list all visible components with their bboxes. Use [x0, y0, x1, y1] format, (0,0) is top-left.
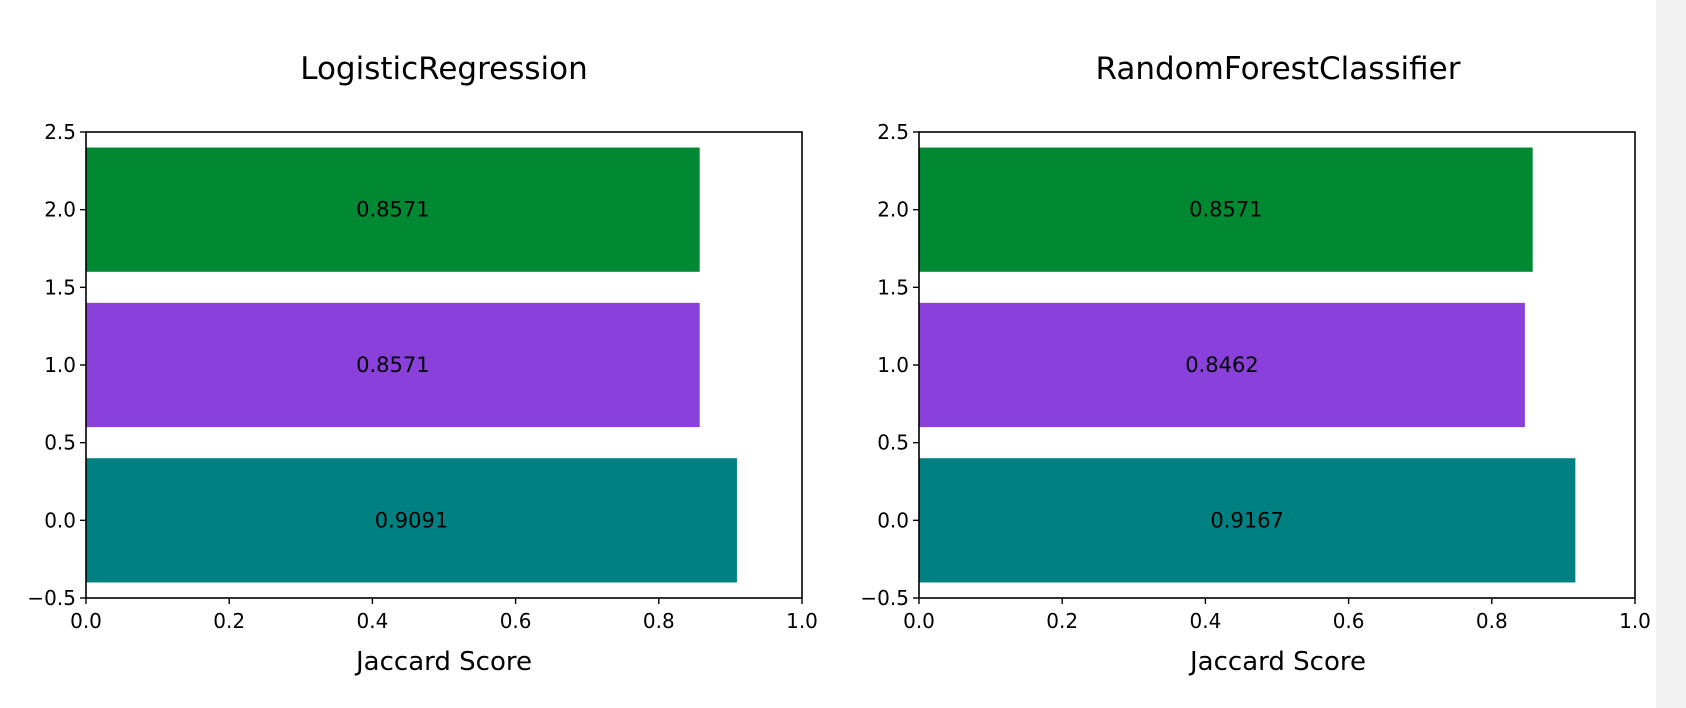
x-tick-label: 0.4: [356, 609, 388, 633]
y-tick-label: 1.0: [877, 353, 909, 377]
bar-value-label: 0.8571: [1189, 198, 1262, 222]
y-tick-label: 0.0: [877, 508, 909, 532]
bar-1: [86, 302, 700, 428]
x-tick-label: 1.0: [786, 609, 818, 633]
bar-0: [919, 458, 1576, 583]
y-tick-label: 1.0: [44, 353, 76, 377]
x-axis-label: Jaccard Score: [1188, 647, 1366, 677]
x-tick-label: 0.2: [1046, 609, 1078, 633]
y-tick-label: 0.0: [44, 508, 76, 532]
y-tick-label: 2.0: [44, 198, 76, 222]
bar-2: [919, 147, 1533, 272]
x-tick-label: 0.2: [213, 609, 245, 633]
chart-title: RandomForestClassifier: [1096, 51, 1461, 87]
x-tick-label: 0.4: [1189, 609, 1221, 633]
y-tick-label: 0.5: [877, 431, 909, 455]
bar-value-label: 0.8571: [356, 198, 429, 222]
y-tick-label: 1.5: [44, 275, 76, 299]
bar-0: [86, 458, 737, 583]
x-tick-label: 1.0: [1619, 609, 1651, 633]
y-tick-label: −0.5: [860, 586, 909, 610]
y-tick-label: 2.0: [877, 198, 909, 222]
x-tick-label: 0.0: [70, 609, 102, 633]
x-tick-label: 0.6: [500, 609, 532, 633]
y-tick-label: 0.5: [44, 431, 76, 455]
bar-value-label: 0.9167: [1210, 508, 1283, 532]
bar-value-label: 0.9091: [375, 508, 448, 532]
y-tick-label: −0.5: [27, 586, 76, 610]
y-tick-label: 2.5: [44, 120, 76, 144]
chart-title: LogisticRegression: [300, 51, 588, 87]
y-tick-label: 1.5: [877, 275, 909, 299]
x-tick-label: 0.6: [1333, 609, 1365, 633]
scrollbar-track[interactable]: [1656, 0, 1686, 708]
bar-2: [86, 147, 700, 272]
chart-random-forest-classifier: RandomForestClassifier 0.9167 0.8462 0.857…: [860, 51, 1650, 677]
x-axis-label: Jaccard Score: [354, 647, 532, 677]
bar-value-label: 0.8571: [356, 353, 429, 377]
x-tick-label: 0.8: [643, 609, 675, 633]
x-tick-label: 0.0: [903, 609, 935, 633]
y-tick-label: 2.5: [877, 120, 909, 144]
bar-1: [919, 302, 1525, 428]
x-tick-label: 0.8: [1476, 609, 1508, 633]
chart-logistic-regression: LogisticRegression 0.9091 0.8571 0.8571 0.…: [27, 51, 817, 677]
bar-value-label: 0.8462: [1185, 353, 1258, 377]
